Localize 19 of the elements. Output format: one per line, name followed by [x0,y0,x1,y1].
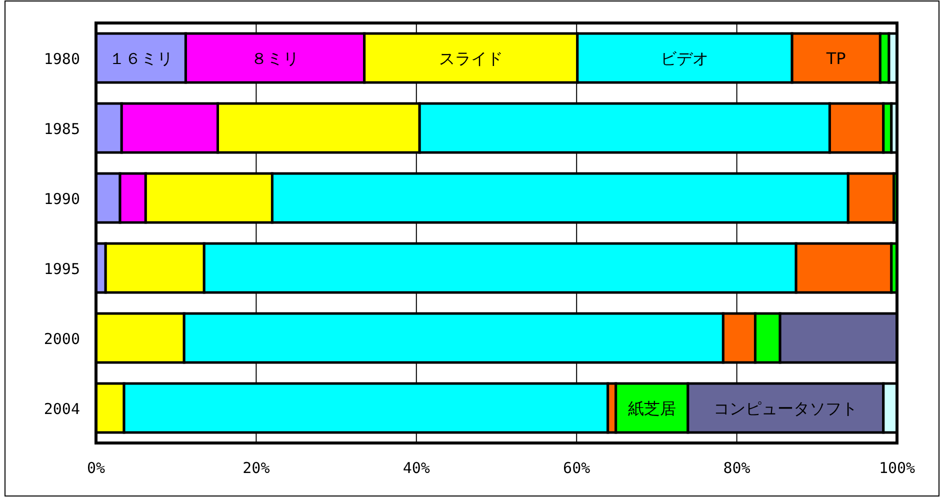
y-tick-label: 1985 [44,120,80,138]
x-tick-label: 0% [86,459,106,477]
series-label: １６ミリ [108,49,173,68]
y-tick-label: 1980 [44,50,80,68]
y-tick-label: 2004 [44,400,80,418]
series-label: TP [825,49,846,68]
series-label: コンピュータソフト [714,399,858,418]
y-tick-label: 1990 [44,190,80,208]
y-tick-label: 1995 [44,260,80,278]
y-tick-label: 2000 [44,330,80,348]
x-tick-label: 20% [242,459,270,477]
series-label: ８ミリ [251,49,300,68]
x-tick-label: 40% [402,459,430,477]
x-tick-label: 60% [563,459,590,477]
series-label: ビデオ [660,49,709,68]
series-label: 紙芝居 [628,399,676,418]
x-tick-label: 100% [878,459,916,477]
x-tick-label: 80% [723,459,750,477]
series-label: スライド [438,49,503,68]
